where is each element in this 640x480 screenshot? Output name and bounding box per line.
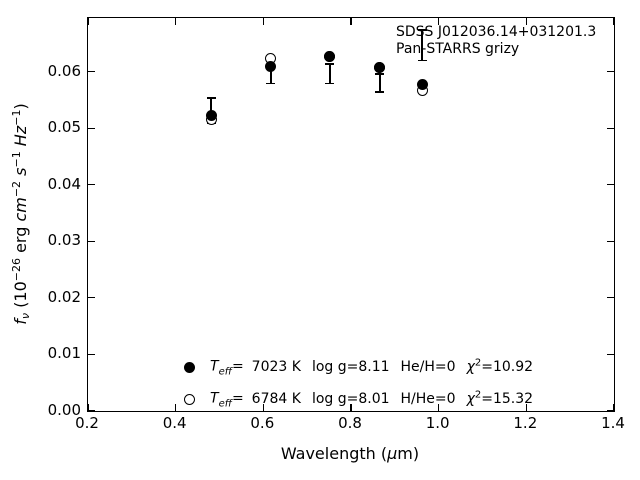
x-tick-top [438,18,440,25]
x-tick-label: 1.2 [513,414,538,432]
y-axis-label: fν (10−26 erg cm−2 s−1 Hz−1) [10,103,32,325]
error-bar-cap-bottom-i [325,82,335,85]
error-bar-cap-top-i [325,63,335,66]
y-tick-label: 0.04 [47,174,81,193]
y-tick-right [607,353,614,356]
model-filled-point-y [416,79,428,91]
error-bar-cap-bottom-z [375,91,385,93]
x-tick-bottom [87,404,89,411]
y-tick-label: 0.02 [47,287,81,306]
x-tick-top [525,18,527,25]
teff-value-1: 7023 K [251,358,301,375]
y-tick-label: 0.01 [47,344,81,363]
open-circle-legend-marker [184,394,195,406]
x-tick-top [87,18,89,25]
x-tick-label: 0.4 [162,414,187,432]
error-bar-cap-top-z [375,73,385,75]
model-filled-point-g [205,109,217,121]
x-axis-label: Wavelength (μm) [280,444,420,463]
x-tick-bottom [613,404,615,411]
error-bar-cap-bottom-r [266,82,276,85]
target-annotation: SDSS J012036.14+031201.3 Pan-STARRS griz… [396,24,596,58]
y-tick-right [607,127,614,129]
x-tick-bottom [525,404,527,411]
x-tick-top [175,18,177,25]
x-tick-label: 0.2 [75,414,99,432]
error-bar-cap-top-y [417,28,427,31]
annotation-object-id: SDSS J012036.14+031201.3 [396,24,597,40]
error-bar-r [269,59,272,84]
error-bar-z [379,73,381,93]
ratio-label-1: He/H [400,358,435,375]
ratio-value-1: 0 [446,358,456,375]
y-tick-left [88,353,95,356]
y-tick-label: 0.03 [47,231,81,250]
logg-value-2: 8.01 [358,390,390,407]
y-tick-left [88,297,95,299]
x-tick-bottom [175,404,177,411]
model-filled-point-r [265,60,277,72]
y-tick-left [88,240,95,242]
y-tick-label: 0.05 [47,118,81,137]
error-bar-cap-top-g [206,96,216,99]
x-tick-label: 1.0 [425,414,450,432]
error-bar-i [329,64,331,84]
model-filled-point-i [324,50,336,62]
logg-value-1: 8.11 [358,358,390,375]
annotation-survey: Pan-STARRS grizy [396,41,520,57]
model-filled-point-z [374,62,386,74]
x-tick-label: 1.4 [601,414,625,432]
y-tick-right [607,410,614,412]
x-tick-label: 0.8 [338,414,362,432]
y-tick-right [607,184,614,186]
chi2-value-1: 10.92 [492,358,534,375]
x-tick-bottom [350,404,352,411]
x-tick-bottom [438,404,440,411]
filled-circle-legend-marker [184,362,195,374]
y-tick-right [607,297,614,299]
y-tick-left [88,71,95,73]
ratio-value-2: 0 [446,390,456,407]
ratio-label-2: H/He [400,390,435,407]
y-tick-left [88,410,95,412]
y-tick-left [88,127,95,129]
x-tick-bottom [262,404,264,411]
y-tick-left [88,184,95,186]
x-tick-top [613,18,615,25]
error-bar-cap-bottom-y [417,59,427,62]
x-tick-label: 0.6 [250,414,275,432]
y-tick-label: 0.06 [47,61,81,80]
teff-value-2: 6784 K [251,390,301,407]
x-tick-top [350,18,352,25]
y-tick-right [607,240,614,242]
chi2-value-2: 15.32 [492,390,534,407]
error-bar-y [421,29,423,61]
x-tick-top [262,18,264,25]
y-tick-label: 0.00 [47,401,81,419]
y-tick-right [607,71,614,73]
plot-area: SDSS J012036.14+031201.3 Pan-STARRS griz… [87,17,615,412]
